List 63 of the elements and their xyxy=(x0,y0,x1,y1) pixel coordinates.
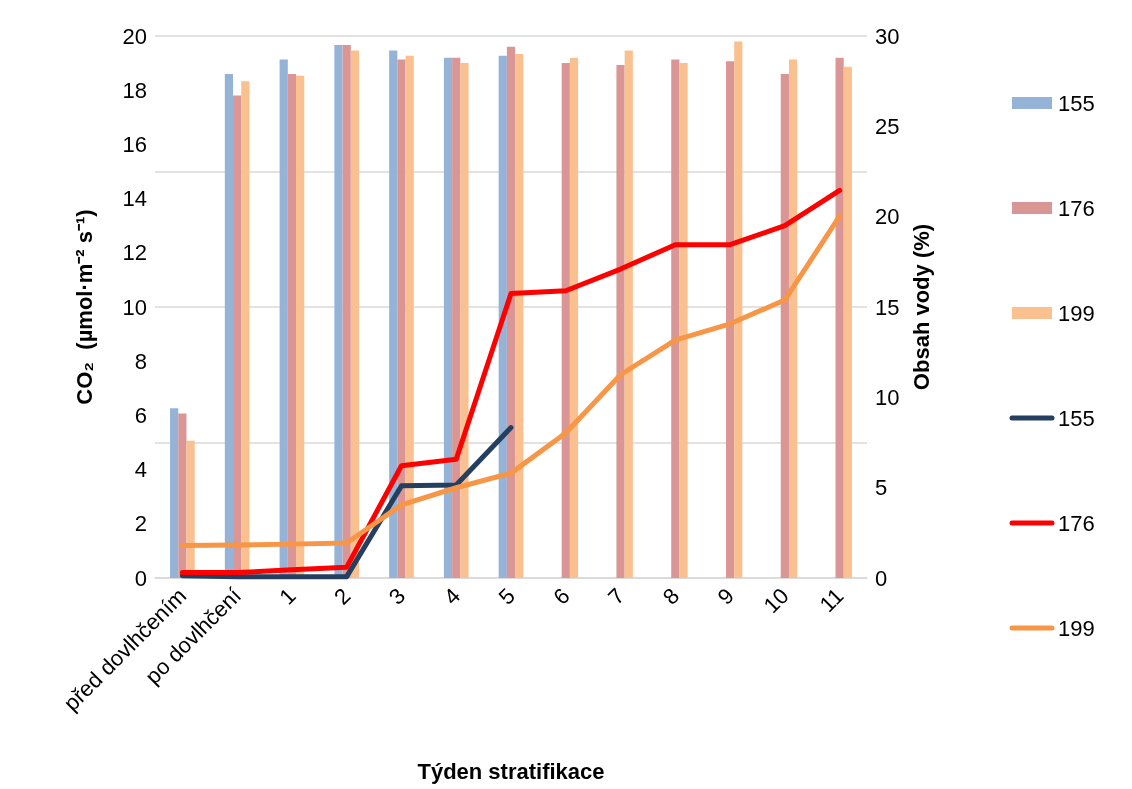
bar xyxy=(452,57,461,578)
y-tick-label: 4 xyxy=(134,457,147,483)
x-tick-label: 2 xyxy=(329,583,356,610)
bar xyxy=(515,54,524,578)
bar xyxy=(498,55,507,578)
x-tick-label: 10 xyxy=(758,583,794,619)
y-tick-label: 12 xyxy=(122,240,147,266)
x-tick-label: 3 xyxy=(383,583,411,610)
y-tick-label: 0 xyxy=(134,565,147,591)
bar xyxy=(624,50,633,578)
legend-label: 155 xyxy=(1058,405,1095,431)
y-axis-title: CO₂ (µmol·m⁻² s⁻¹) xyxy=(71,209,97,405)
bar xyxy=(389,50,398,578)
y2-tick-label: 0 xyxy=(875,565,888,591)
y-tick-label: 16 xyxy=(122,131,147,157)
legend-label: 176 xyxy=(1058,195,1095,221)
y2-tick-label: 30 xyxy=(875,23,900,49)
bar xyxy=(725,61,735,578)
legend-label: 155 xyxy=(1058,90,1095,116)
y-tick-label: 18 xyxy=(122,77,147,103)
x-tick-label: 7 xyxy=(603,583,630,610)
y-tick-label: 20 xyxy=(122,23,147,49)
y2-tick-label: 20 xyxy=(875,204,900,230)
y2-tick-label: 25 xyxy=(875,113,900,139)
bar xyxy=(506,46,516,578)
x-tick-label: 6 xyxy=(548,583,575,610)
bar xyxy=(460,63,469,578)
bar xyxy=(843,66,852,578)
y-tick-label: 8 xyxy=(134,348,147,374)
bar xyxy=(616,64,625,578)
bar xyxy=(679,63,688,578)
bar xyxy=(397,59,406,578)
y-tick-label: 14 xyxy=(122,186,147,212)
bar xyxy=(342,45,351,578)
y2-tick-label: 15 xyxy=(875,294,900,320)
x-tick-label: 4 xyxy=(438,583,466,610)
bar xyxy=(835,57,844,578)
bar xyxy=(350,50,360,578)
bar xyxy=(734,41,743,578)
x-axis-title: Týden stratifikace xyxy=(417,758,605,784)
x-tick-label: 1 xyxy=(274,583,301,610)
y-tick-label: 6 xyxy=(134,402,147,428)
bar xyxy=(443,57,453,578)
x-tick-label: 8 xyxy=(657,583,685,610)
bar xyxy=(780,73,789,578)
bar xyxy=(178,413,187,578)
y2-axis-title: Obsah vody (%) xyxy=(908,223,934,391)
y2-tick-label: 10 xyxy=(875,384,900,410)
legend-label: 176 xyxy=(1058,510,1095,536)
bar xyxy=(788,59,798,578)
bar xyxy=(170,408,179,578)
bar xyxy=(671,59,680,578)
y-tick-label: 10 xyxy=(122,294,147,320)
legend-label: 199 xyxy=(1058,615,1095,641)
legend-label: 199 xyxy=(1058,300,1095,326)
y-tick-label: 2 xyxy=(134,511,147,537)
x-tick-label: 5 xyxy=(493,583,520,610)
bar xyxy=(561,63,570,578)
y2-tick-label: 5 xyxy=(875,475,888,501)
bar xyxy=(405,55,414,578)
bar xyxy=(569,57,579,578)
x-tick-label: 11 xyxy=(814,583,849,617)
x-tick-label: 9 xyxy=(712,583,739,610)
